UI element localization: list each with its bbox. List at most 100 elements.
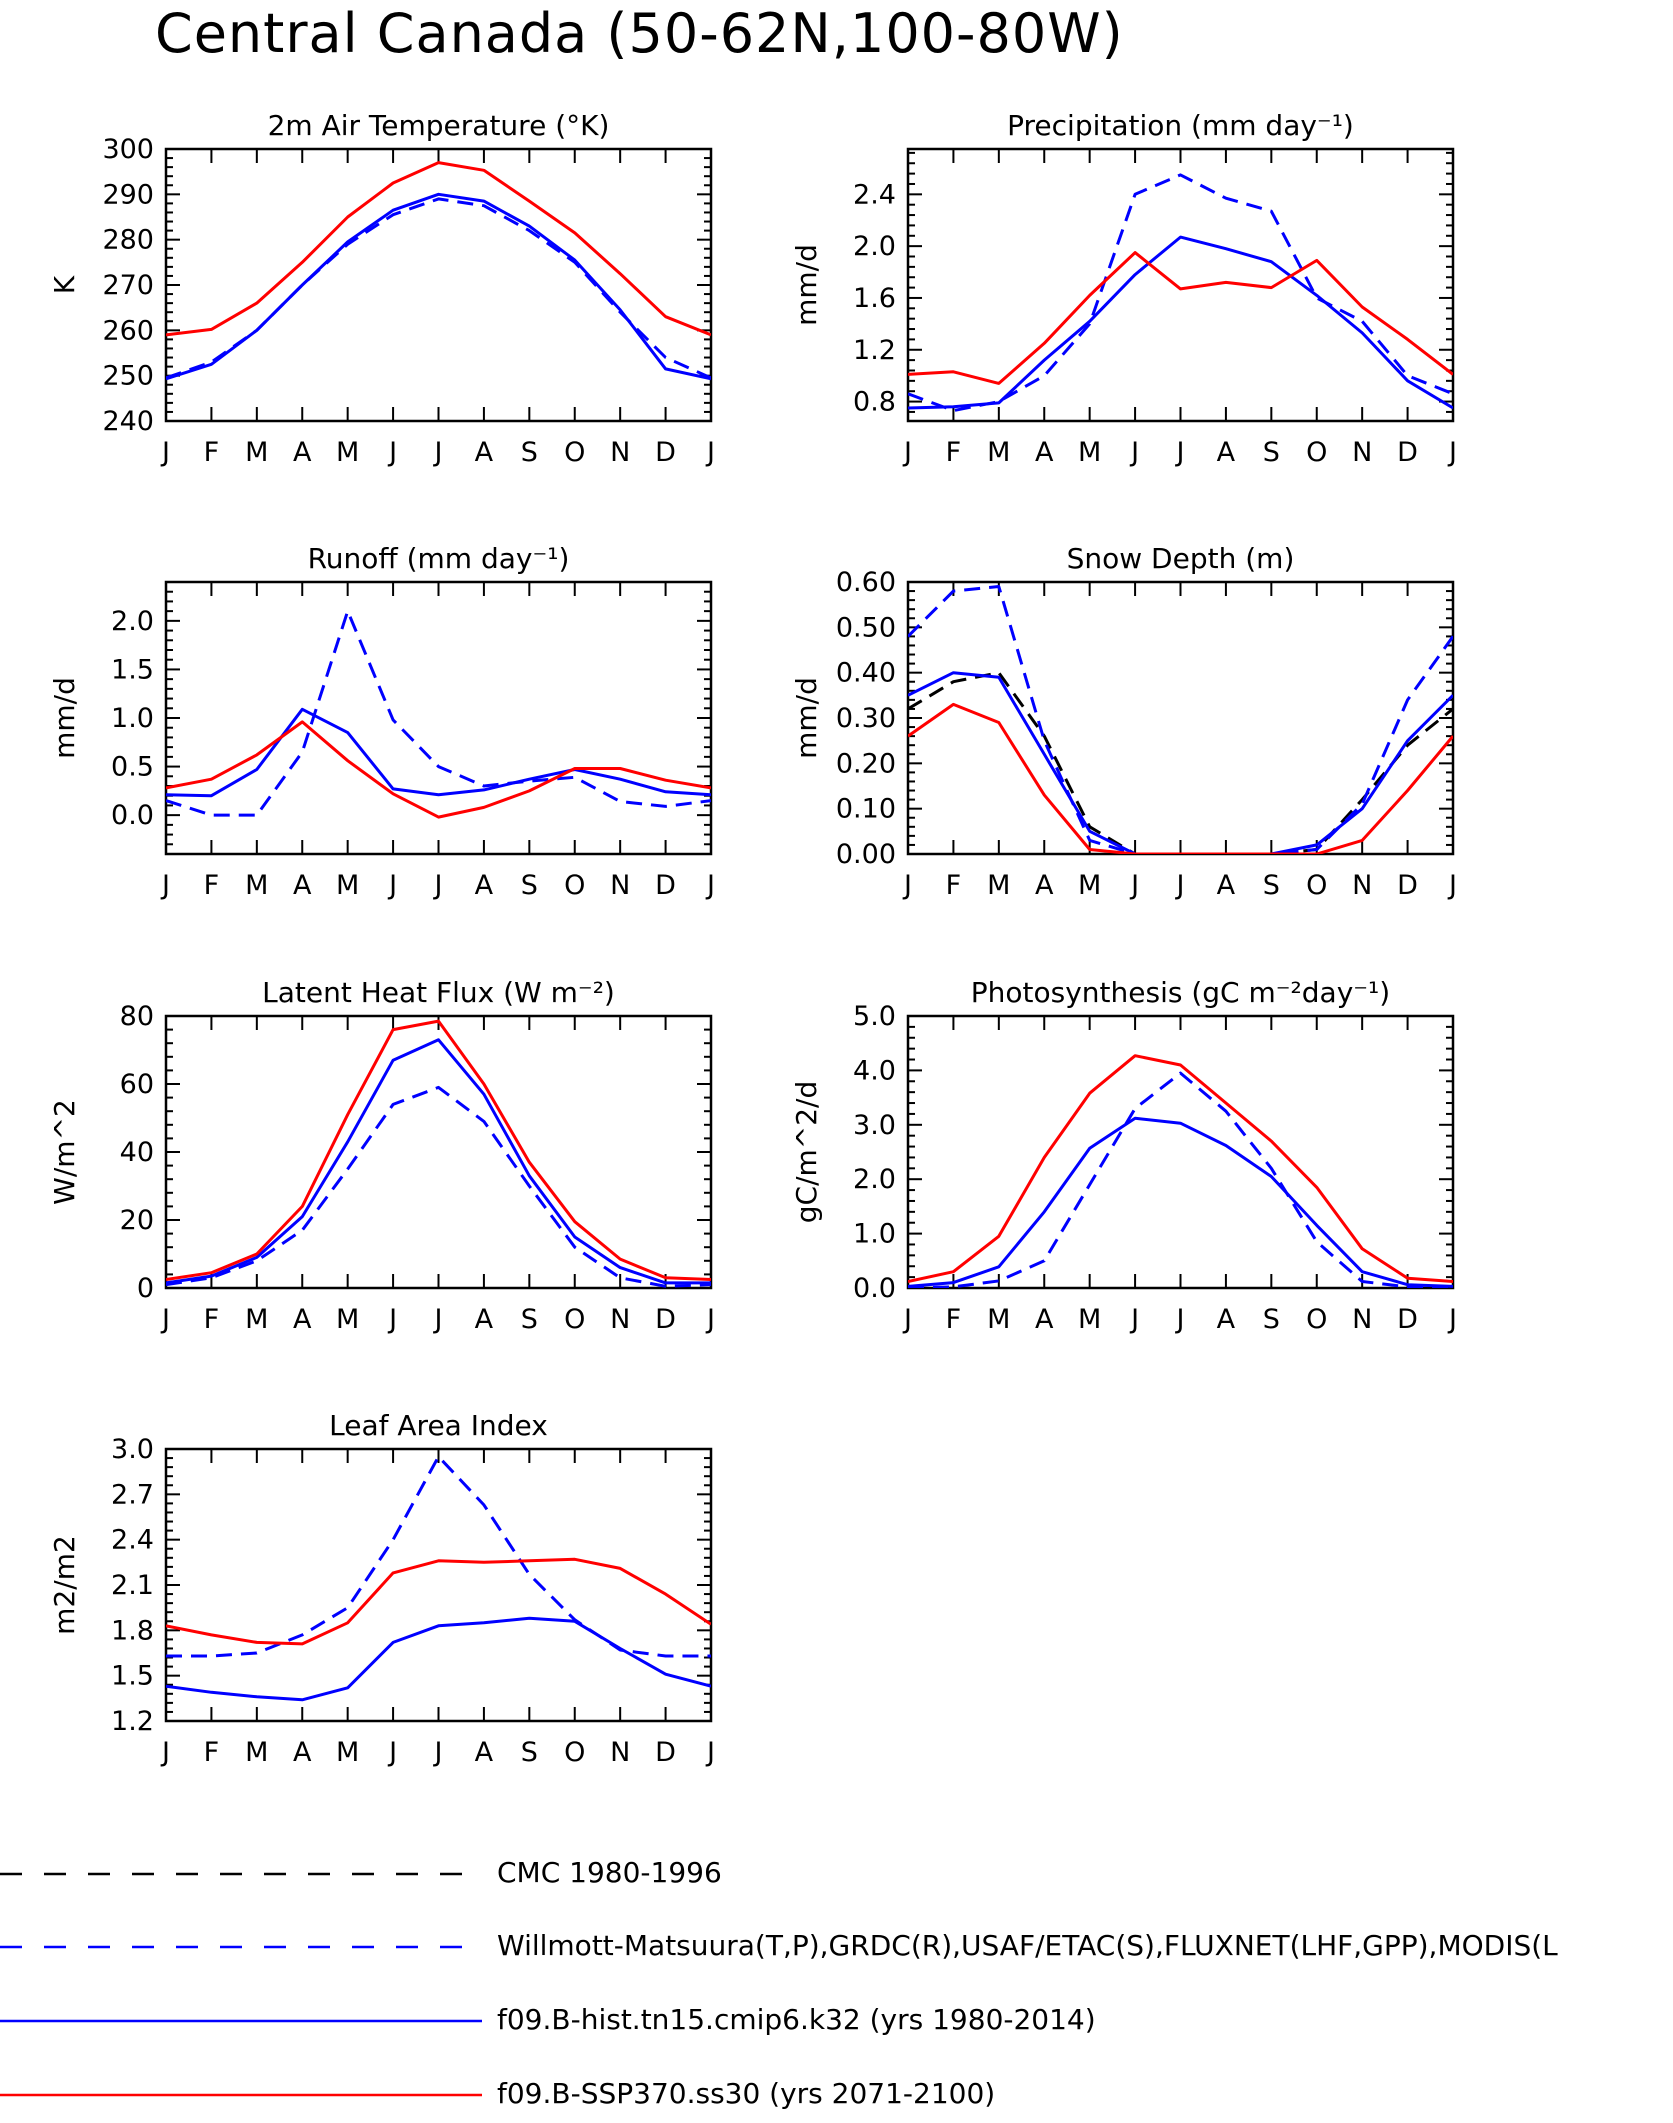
- x-tick-label: A: [293, 870, 312, 901]
- y-tick-label: 1.5: [111, 1661, 154, 1692]
- panel-title: Precipitation (mm day⁻¹): [1007, 109, 1354, 142]
- chart-panel-6: Photosynthesis (gC m⁻²day⁻¹) gC/m^2/d 0.0 1…: [790, 976, 1457, 1335]
- y-axis-label: W/m^2: [48, 1099, 81, 1205]
- series-line-hist: [166, 707, 711, 798]
- legend-label: Willmott-Matsuura(T,P),GRDC(R),USAF/ETAC…: [497, 1929, 1558, 1962]
- x-tick-label: J: [160, 437, 170, 468]
- y-tick-label: 1.0: [111, 703, 154, 734]
- x-tick-label: J: [902, 437, 912, 468]
- y-tick-label: 1.6: [853, 283, 896, 314]
- legend-item-cmc: CMC 1980-1996: [0, 1856, 722, 1889]
- series-line-obs: [908, 1071, 1453, 1288]
- legend: CMC 1980-1996 Willmott-Matsuura(T,P),GRDC…: [0, 1856, 1558, 2110]
- x-tick-label: A: [1217, 437, 1236, 468]
- x-tick-label: J: [1447, 1304, 1457, 1335]
- x-tick-label: M: [336, 437, 359, 468]
- x-tick-label: A: [475, 1737, 494, 1768]
- x-tick-label: J: [1129, 870, 1139, 901]
- x-tick-label: M: [987, 870, 1010, 901]
- chart-panel-2: Precipitation (mm day⁻¹) mm/d 0.8 1.2 1.6 2.0…: [790, 109, 1457, 468]
- x-tick-label: J: [433, 1304, 443, 1335]
- x-tick-label: J: [1129, 437, 1139, 468]
- y-tick-label: 3.0: [111, 1434, 154, 1465]
- x-tick-label: A: [293, 1304, 312, 1335]
- x-tick-label: A: [1035, 870, 1054, 901]
- y-axis-label: mm/d: [48, 677, 81, 759]
- y-axis-label: m2/m2: [48, 1535, 81, 1635]
- series-line-ssp: [166, 1557, 711, 1646]
- panel-title: Latent Heat Flux (W m⁻²): [262, 976, 615, 1009]
- x-tick-label: A: [1035, 437, 1054, 468]
- panels: 2m Air Temperature (°K) K 240 250 260 270 280 2…: [48, 109, 1457, 1768]
- series-line-ssp: [166, 720, 711, 819]
- x-tick-label: F: [204, 870, 220, 901]
- series-line-ssp: [908, 1054, 1453, 1283]
- y-tick-label: 0.0: [853, 1273, 896, 1304]
- panel-title: Runoff (mm day⁻¹): [308, 542, 570, 575]
- series-line-ssp: [166, 161, 711, 337]
- series-line-ssp: [908, 702, 1453, 854]
- y-tick-label: 240: [102, 406, 154, 437]
- x-tick-label: M: [245, 437, 268, 468]
- x-tick-label: N: [1352, 1304, 1372, 1335]
- y-tick-label: 280: [102, 225, 154, 256]
- series-line-hist: [908, 1116, 1453, 1288]
- y-axis-label: K: [48, 275, 81, 294]
- x-tick-label: A: [475, 437, 494, 468]
- x-tick-label: N: [610, 1737, 630, 1768]
- x-tick-label: J: [387, 437, 397, 468]
- x-tick-label: J: [902, 1304, 912, 1335]
- y-tick-label: 1.2: [111, 1706, 154, 1737]
- x-tick-label: S: [521, 1304, 538, 1335]
- x-tick-label: M: [987, 1304, 1010, 1335]
- x-tick-label: J: [705, 1737, 715, 1768]
- x-tick-label: F: [204, 1304, 220, 1335]
- series-line-obs: [166, 609, 711, 817]
- legend-item-ssp: f09.B-SSP370.ss30 (yrs 2071-2100): [0, 2077, 995, 2110]
- series-line-obs: [908, 585, 1453, 854]
- legend-label: CMC 1980-1996: [497, 1856, 722, 1889]
- legend-item-obs: Willmott-Matsuura(T,P),GRDC(R),USAF/ETAC…: [0, 1929, 1558, 1962]
- y-tick-label: 0.50: [836, 612, 896, 643]
- chart-panel-7: Leaf Area Index m2/m2 1.2 1.5 1.8 2.1 2.4 2.7 3.…: [48, 1409, 715, 1768]
- x-tick-label: A: [475, 870, 494, 901]
- y-tick-label: 1.0: [853, 1219, 896, 1250]
- x-tick-label: S: [1263, 870, 1280, 901]
- chart-panel-1: 2m Air Temperature (°K) K 240 250 260 270 280 2…: [48, 109, 715, 468]
- y-tick-label: 1.5: [111, 654, 154, 685]
- x-tick-label: O: [564, 870, 585, 901]
- series-line-hist: [908, 671, 1453, 854]
- panel-title: Snow Depth (m): [1067, 542, 1295, 575]
- y-tick-label: 60: [120, 1069, 154, 1100]
- x-tick-label: F: [946, 1304, 962, 1335]
- y-tick-label: 20: [120, 1205, 154, 1236]
- x-tick-label: A: [293, 1737, 312, 1768]
- y-tick-label: 2.4: [853, 179, 896, 210]
- x-tick-label: A: [475, 1304, 494, 1335]
- y-tick-label: 4.0: [853, 1055, 896, 1086]
- y-tick-label: 2.4: [111, 1525, 154, 1556]
- x-tick-label: J: [387, 1737, 397, 1768]
- x-tick-label: D: [655, 1304, 676, 1335]
- plot-frame: [164, 580, 713, 856]
- series-line-hist: [166, 1038, 711, 1285]
- chart-panel-5: Latent Heat Flux (W m⁻²) W/m^2 0 20 40 60 80 J F…: [48, 976, 715, 1335]
- plot-frame: [164, 147, 713, 423]
- y-tick-label: 2.1: [111, 1570, 154, 1601]
- x-tick-label: A: [1035, 1304, 1054, 1335]
- series-line-obs: [166, 197, 711, 380]
- y-tick-label: 0.8: [853, 387, 896, 418]
- x-tick-label: O: [564, 437, 585, 468]
- y-tick-label: 290: [102, 179, 154, 210]
- x-tick-label: O: [564, 1304, 585, 1335]
- x-tick-label: A: [293, 437, 312, 468]
- x-tick-label: S: [521, 1737, 538, 1768]
- series-line-ssp: [166, 1019, 711, 1281]
- x-tick-label: J: [1175, 870, 1185, 901]
- x-tick-label: N: [1352, 437, 1372, 468]
- chart-panel-4: Snow Depth (m) mm/d 0.00 0.10 0.20 0.30 0.40 0.…: [790, 542, 1457, 901]
- panel-title: Leaf Area Index: [329, 1409, 548, 1442]
- x-tick-label: N: [1352, 870, 1372, 901]
- x-tick-label: M: [336, 1304, 359, 1335]
- plot-frame: [164, 1447, 713, 1723]
